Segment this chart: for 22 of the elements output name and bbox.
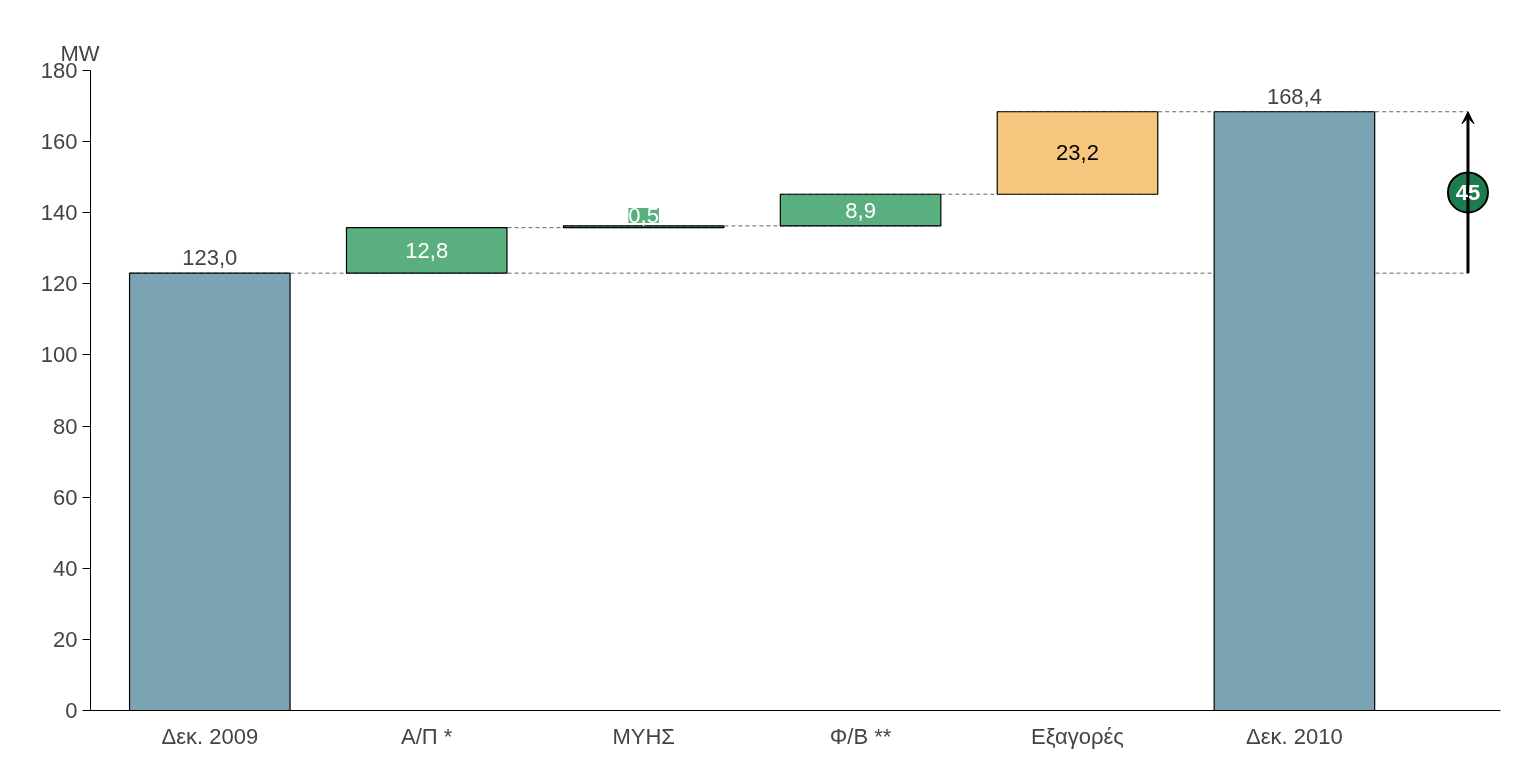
- data-label: 0,5: [628, 202, 659, 228]
- y-tick-label: 120: [40, 271, 78, 297]
- x-tick-label: Δεκ. 2009: [161, 723, 259, 749]
- data-label: 23,2: [1056, 140, 1099, 166]
- y-tick-label: 60: [53, 484, 78, 510]
- data-label: 12,8: [405, 237, 449, 263]
- y-tick-label: 100: [40, 342, 78, 368]
- y-tick-label: 140: [40, 200, 78, 226]
- x-tick-label: Εξαγορές: [1031, 723, 1124, 749]
- y-tick-label: 160: [40, 129, 78, 155]
- data-label: 168,4: [1266, 83, 1322, 109]
- x-tick-label: Α/Π *: [401, 723, 453, 749]
- data-label: 123,0: [182, 245, 238, 271]
- x-tick-label: ΜΥΗΣ: [612, 723, 675, 749]
- x-tick-label: Δεκ. 2010: [1246, 723, 1343, 749]
- y-tick-label: 40: [53, 555, 78, 581]
- x-tick-label: Φ/Β **: [829, 723, 892, 749]
- y-tick-label: 20: [53, 626, 78, 652]
- annotation: 45: [1455, 179, 1481, 205]
- y-tick-label: 80: [53, 413, 78, 439]
- y-tick-label: 0: [65, 698, 78, 723]
- data-label: 8,9: [845, 197, 876, 223]
